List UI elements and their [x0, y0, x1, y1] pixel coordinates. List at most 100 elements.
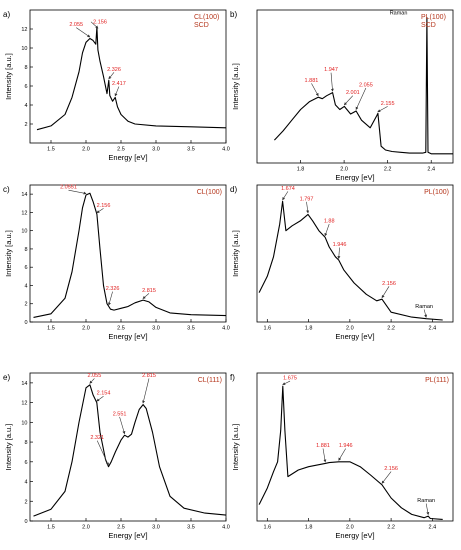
x-tick-label: 1.6	[263, 525, 271, 531]
y-tick-label: 8	[24, 247, 27, 253]
y-axis-label: Intensity [a.u.]	[231, 424, 240, 471]
x-axis-label: Energy [eV]	[108, 332, 147, 341]
spectrum-line-c	[33, 192, 227, 318]
peak-arrow	[343, 95, 354, 106]
spectrum-line-f	[258, 385, 443, 520]
x-tick-label: 3.5	[187, 326, 195, 332]
peak-arrow	[355, 87, 367, 111]
panel-d: d) 1.6 1.8 2.0 2.2 2.4 Energy [eV] Intensity [a…	[230, 184, 454, 341]
peak-label: Raman	[415, 304, 433, 310]
x-tick-label: 3.5	[187, 525, 195, 531]
plot-frame-b	[256, 9, 454, 164]
peak-label: 2.815	[142, 373, 156, 379]
peak-arrow	[381, 471, 392, 484]
x-tick-label: 1.8	[305, 525, 313, 531]
peak-arrow	[381, 286, 390, 299]
y-axis-label: Intensity [a.u.]	[231, 230, 240, 277]
peak-label: 2.055	[359, 83, 373, 89]
x-tick-label: 2.4	[429, 326, 437, 332]
y-tick-label: 0	[24, 519, 27, 525]
panel-label-e: e)	[3, 373, 10, 382]
y-tick-label: 6	[24, 84, 27, 90]
peak-label: 2.0551	[60, 185, 77, 191]
peak-arrow	[306, 201, 310, 214]
peak-label: 1.881	[316, 443, 330, 449]
peak-arrow	[337, 247, 341, 260]
x-tick-label: 4.0	[222, 147, 230, 153]
peak-arrow	[322, 448, 327, 463]
x-axis-label: Energy [eV]	[335, 531, 374, 540]
y-axis-label: Intensity [a.u.]	[4, 53, 13, 100]
peak-label: 2.154	[97, 391, 111, 397]
peak-arrow	[330, 72, 334, 92]
peak-label: 2.321	[90, 435, 104, 441]
x-tick-label: 2.2	[387, 525, 395, 531]
x-tick-label: 3.0	[152, 147, 160, 153]
x-tick-label: 2.2	[387, 326, 395, 332]
peak-label: 1.881	[305, 78, 319, 84]
sample-tag: PL(100)	[421, 14, 446, 21]
peak-label: 1.674	[281, 186, 295, 192]
peak-label: 2.326	[107, 67, 121, 73]
panel-label-f: f)	[230, 373, 235, 382]
peak-arrow	[96, 395, 104, 402]
y-tick-label: 4	[24, 103, 27, 109]
x-tick-label: 1.5	[47, 525, 55, 531]
plot-frame-e	[29, 372, 227, 522]
plot-frame-d	[256, 184, 454, 323]
spectrum-line-d	[258, 200, 443, 321]
x-tick-label: 3.0	[152, 326, 160, 332]
x-tick-label: 2.4	[429, 525, 437, 531]
peak-arrow	[108, 72, 115, 80]
y-tick-label: 8	[24, 440, 27, 446]
y-tick-label: 10	[21, 46, 27, 52]
x-tick-label: 1.5	[47, 326, 55, 332]
x-tick-label: 2.0	[82, 525, 90, 531]
peak-arrow	[119, 416, 126, 435]
y-tick-label: 0	[24, 320, 27, 326]
x-tick-label: 3.5	[187, 147, 195, 153]
peak-label: 1.797	[300, 196, 314, 202]
panel-label-c: c)	[3, 185, 10, 194]
peak-arrow	[68, 189, 87, 195]
spectrum-line-e	[33, 384, 227, 517]
y-tick-label: 12	[21, 401, 27, 407]
peak-label: 2.055	[88, 373, 102, 379]
y-axis-label: Intensity [a.u.]	[231, 63, 240, 110]
x-tick-label: 2.0	[82, 147, 90, 153]
sample-tag: CL(100)	[197, 189, 222, 196]
peak-label: 2.156	[97, 203, 111, 209]
peak-label: Raman	[417, 498, 435, 504]
y-tick-label: 4	[24, 283, 27, 289]
y-tick-label: 14	[21, 381, 27, 387]
y-tick-label: 2	[24, 122, 27, 128]
panel-c: c) 1.5 2.0 2.5 3.0 3.5 4.0 0 2 4 6 8 10 12 14 Energy [e…	[3, 184, 230, 341]
peak-arrow	[282, 191, 289, 201]
x-tick-label: 1.8	[305, 326, 313, 332]
sample-tag: PL(111)	[425, 377, 449, 384]
x-axis-label: Energy [eV]	[335, 173, 374, 182]
x-tick-label: 2.2	[384, 167, 392, 173]
x-tick-label: 4.0	[222, 525, 230, 531]
plot-frame-f	[256, 372, 454, 522]
panel-label-b: b)	[230, 10, 237, 19]
peak-label: 2.156	[384, 466, 398, 472]
panel-b: b) 1.8 2.0 2.2 2.4 Energy [eV] Intensity [a.u.…	[230, 9, 454, 182]
x-axis-label: Energy [eV]	[108, 531, 147, 540]
peak-arrow	[142, 293, 150, 299]
sample-tag: CL(111)	[198, 377, 222, 384]
x-tick-label: 2.5	[117, 326, 125, 332]
y-tick-label: 14	[21, 192, 27, 198]
peak-label: 1.946	[339, 443, 353, 449]
panel-label-a: a)	[3, 10, 10, 19]
sample-tag: SCD	[421, 22, 436, 29]
y-tick-label: 10	[21, 420, 27, 426]
peak-label: 1.675	[283, 376, 297, 382]
peak-arrow	[377, 106, 388, 113]
x-tick-label: 1.6	[263, 326, 271, 332]
peak-label: 2.055	[69, 22, 83, 28]
x-tick-label: 2.0	[346, 525, 354, 531]
panel-a: a) 1.5 2.0 2.5 3.0 3.5 4.0 2 4 6 8 10 12 Energy [eV] I…	[3, 9, 230, 162]
x-tick-label: 2.0	[340, 167, 348, 173]
